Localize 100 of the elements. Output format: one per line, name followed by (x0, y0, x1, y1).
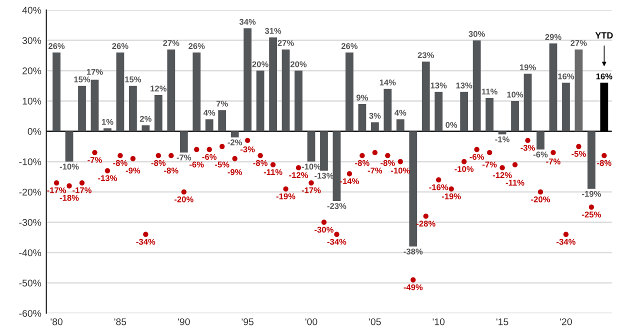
y-tick-label: -40% (19, 249, 42, 256)
data-label: -20% (174, 196, 194, 202)
point (244, 138, 250, 144)
bar (307, 131, 316, 162)
x-tick-label: '80 (50, 318, 62, 326)
data-label: 27% (163, 40, 180, 46)
data-label: -34% (327, 238, 346, 245)
point (79, 180, 85, 186)
bar (422, 62, 430, 132)
bar (511, 101, 519, 132)
data-label: -34% (556, 238, 576, 245)
data-label: 2% (140, 116, 152, 122)
point (398, 159, 404, 164)
point (66, 183, 72, 188)
data-label: 4% (203, 110, 216, 116)
bar (574, 49, 583, 132)
bar (524, 74, 532, 132)
bar (205, 119, 214, 132)
y-tick-label: -30% (19, 219, 42, 226)
point (168, 152, 174, 158)
y-tick-label: 10% (22, 98, 42, 105)
bar (332, 131, 341, 202)
data-label: -6% (470, 154, 484, 160)
bar (472, 40, 481, 132)
bar (600, 82, 608, 132)
bar (52, 52, 60, 132)
data-label: -5% (572, 150, 586, 157)
bar (549, 43, 558, 132)
y-tick-label: -20% (19, 188, 42, 196)
data-label: -18% (60, 194, 79, 201)
data-label: -6% (533, 152, 548, 158)
x-tick-label: '15 (496, 318, 508, 326)
point (550, 150, 556, 156)
bar (498, 131, 506, 134)
point (92, 150, 98, 156)
x-tick-label: '05 (369, 318, 381, 326)
bar (142, 125, 150, 132)
data-label: -8% (380, 160, 395, 166)
point (525, 138, 530, 144)
bar (180, 131, 188, 153)
point (283, 186, 288, 192)
point (232, 156, 238, 162)
data-label: 9% (356, 94, 368, 101)
data-label: 26% (188, 43, 205, 50)
data-label: -8% (597, 160, 612, 166)
bar (218, 110, 226, 132)
point (448, 186, 454, 192)
point (104, 168, 110, 174)
point (500, 165, 505, 170)
data-label: -10% (454, 166, 474, 172)
point (486, 150, 492, 156)
data-label: -9% (126, 168, 140, 174)
point (385, 152, 390, 158)
point (576, 144, 582, 150)
point (410, 277, 416, 282)
data-label: 19% (520, 64, 536, 70)
x-tick-label: '90 (178, 318, 190, 326)
bar (396, 119, 404, 132)
bar (104, 128, 112, 132)
bar (320, 131, 328, 171)
point (346, 171, 352, 176)
bar (116, 52, 124, 132)
data-label: -30% (314, 226, 334, 233)
data-label: -8% (151, 160, 166, 166)
point (220, 144, 225, 150)
bar (460, 92, 468, 132)
point (461, 159, 467, 164)
point (512, 162, 518, 168)
bar (346, 52, 354, 132)
x-tick-label: '85 (114, 318, 126, 326)
data-label: 16% (558, 73, 574, 80)
y-tick-label: 20% (22, 67, 42, 74)
data-label: -17% (72, 187, 92, 194)
bar (129, 86, 137, 132)
data-label: -2% (228, 139, 242, 146)
point (118, 152, 123, 158)
bar (294, 70, 302, 132)
data-label: 15% (74, 76, 90, 82)
data-label: -12% (289, 172, 308, 178)
data-label: 13% (430, 82, 447, 88)
data-label: 16% (596, 73, 612, 80)
bar (192, 52, 201, 132)
data-label: -34% (136, 238, 156, 245)
data-label: -12% (492, 172, 512, 178)
point (423, 214, 428, 219)
data-label: -7% (368, 168, 382, 174)
data-label: 34% (239, 18, 256, 25)
x-tick-label: '95 (242, 318, 254, 326)
data-label: -19% (276, 193, 296, 200)
point (270, 162, 276, 168)
data-label: -6% (202, 154, 217, 160)
data-label: 29% (545, 34, 562, 40)
data-label: 13% (456, 82, 472, 88)
data-label: -49% (404, 284, 423, 290)
data-label: -8% (355, 160, 370, 166)
data-label: 27% (570, 40, 587, 46)
data-label: -5% (215, 162, 230, 168)
data-label: -7% (546, 158, 560, 164)
bar (154, 94, 162, 132)
x-tick-label: '00 (305, 318, 318, 326)
